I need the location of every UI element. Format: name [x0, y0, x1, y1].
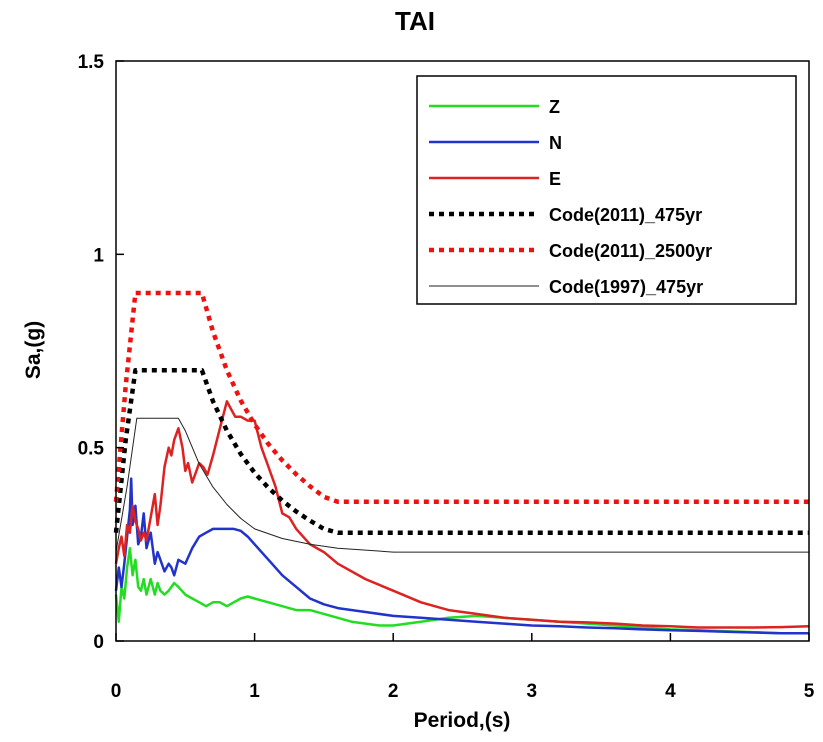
- tick-layer: 0 1 2 3 4 5 0 0.5 1 1.5: [78, 52, 815, 702]
- series-line-3: [113, 368, 809, 535]
- series-line-1: [114, 477, 809, 635]
- x-axis-label: Period,(s): [414, 709, 511, 732]
- series-line-2: [114, 400, 810, 629]
- x-tick-label-1: 1: [249, 681, 260, 702]
- series-line-4: [113, 290, 809, 505]
- x-tick-label-4: 4: [665, 681, 676, 702]
- plot-frame: [115, 60, 810, 642]
- x-tick-label-0: 0: [111, 681, 122, 702]
- y-tick-label-3: 1.5: [78, 52, 105, 73]
- legend-box: [416, 75, 797, 305]
- legend: ZNE Code(2011)_475yr Code(2011)_2500yr Code…: [416, 75, 797, 305]
- y-tick-label-0: 0: [93, 632, 104, 653]
- x-tick-label-2: 2: [388, 681, 399, 702]
- series-line-5: [115, 417, 809, 553]
- x-tick-label-3: 3: [527, 681, 538, 702]
- y-axis-label: Sa,(g): [22, 321, 45, 379]
- legend-label-1: N: [549, 133, 562, 153]
- legend-label-3: Code(2011)_475yr: [549, 205, 702, 225]
- legend-label-2: E: [549, 169, 561, 189]
- chart-title: TAI: [395, 6, 435, 36]
- legend-label-0: Z: [549, 97, 560, 117]
- legend-label-5: Code(1997)_475yr: [549, 277, 703, 297]
- y-tick-label-1: 0.5: [78, 439, 105, 460]
- y-tick-label-2: 1: [93, 245, 104, 266]
- legend-label-4: Code(2011)_2500yr: [549, 241, 712, 261]
- x-tick-label-5: 5: [804, 681, 815, 702]
- series-layer: [113, 290, 810, 635]
